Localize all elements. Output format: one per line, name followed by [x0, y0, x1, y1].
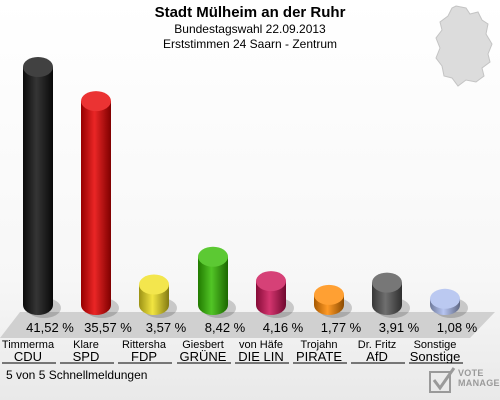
party-label: DIE LIN	[238, 349, 284, 364]
candidate-label: Timmerma	[2, 339, 55, 351]
bar-die-lin	[256, 271, 294, 318]
bar-top	[81, 91, 111, 112]
chart-subtitle-election: Bundestagswahl 22.09.2013	[174, 22, 326, 36]
value-label: 1,08 %	[437, 320, 478, 335]
candidate-label: Giesbert	[182, 339, 224, 351]
value-label: 8,42 %	[205, 320, 246, 335]
value-label: 3,91 %	[379, 320, 420, 335]
party-label: CDU	[14, 349, 42, 364]
candidate-label: Trojahn	[301, 339, 338, 351]
bar-top	[430, 288, 460, 309]
bar-body	[81, 101, 111, 316]
value-label: 41,52 %	[26, 320, 74, 335]
bar-body	[198, 256, 228, 315]
bar-top	[372, 272, 402, 293]
value-label: 35,57 %	[84, 320, 132, 335]
vote-manager-logo: VOTE MANAGER	[428, 366, 500, 396]
bar-grüne	[198, 246, 236, 318]
bar-body	[23, 67, 53, 315]
bar-top	[198, 246, 228, 267]
value-label: 4,16 %	[263, 320, 304, 335]
candidate-label: Rittersha	[122, 339, 167, 351]
party-label: AfD	[366, 349, 388, 364]
party-labels: CDU SPD FDP GRÜNE DIE LIN PIRATE AfD Sonstige	[2, 349, 463, 364]
bar-sonstige	[430, 288, 468, 318]
logo-text-manager: MANAGER	[458, 378, 500, 388]
bar-top	[314, 284, 344, 305]
bar-top	[23, 57, 53, 77]
bar-cdu	[23, 57, 61, 318]
value-label: 1,77 %	[321, 320, 362, 335]
bar-spd	[81, 91, 119, 318]
candidate-label: Sonstige	[414, 339, 457, 351]
party-label: GRÜNE	[180, 349, 227, 364]
chart-subtitle-district: Erststimmen 24 Saarn - Zentrum	[162, 37, 338, 51]
candidate-label: von Häfe	[239, 339, 283, 351]
report-status: 5 von 5 Schnellmeldungen	[6, 368, 148, 382]
party-label: Sonstige	[410, 349, 461, 364]
logo-text-vote: VOTE	[458, 368, 484, 378]
bar-series	[23, 57, 468, 318]
germany-map-icon	[435, 5, 493, 87]
candidate-labels: Timmerma Klare Rittersha Giesbert von Häfe Tr…	[2, 339, 456, 351]
bar-afd	[372, 272, 410, 318]
party-label: SPD	[73, 349, 100, 364]
chart-floor	[0, 312, 495, 338]
checkmark-box-icon	[429, 367, 456, 393]
party-label: FDP	[131, 349, 157, 364]
candidate-label: Klare	[73, 339, 99, 351]
candidate-label: Dr. Fritz	[358, 339, 397, 351]
chart-title: Stadt Mülheim an der Ruhr	[154, 4, 346, 21]
bar-top	[139, 274, 169, 295]
bar-fdp	[139, 274, 177, 318]
party-label: PIRATE	[296, 349, 342, 364]
value-label: 3,57 %	[146, 320, 187, 335]
bar-pirate	[314, 284, 352, 318]
bar-top	[256, 271, 286, 292]
value-labels: 41,52 % 35,57 % 3,57 % 8,42 % 4,16 % 1,77 % 3,…	[26, 320, 478, 335]
